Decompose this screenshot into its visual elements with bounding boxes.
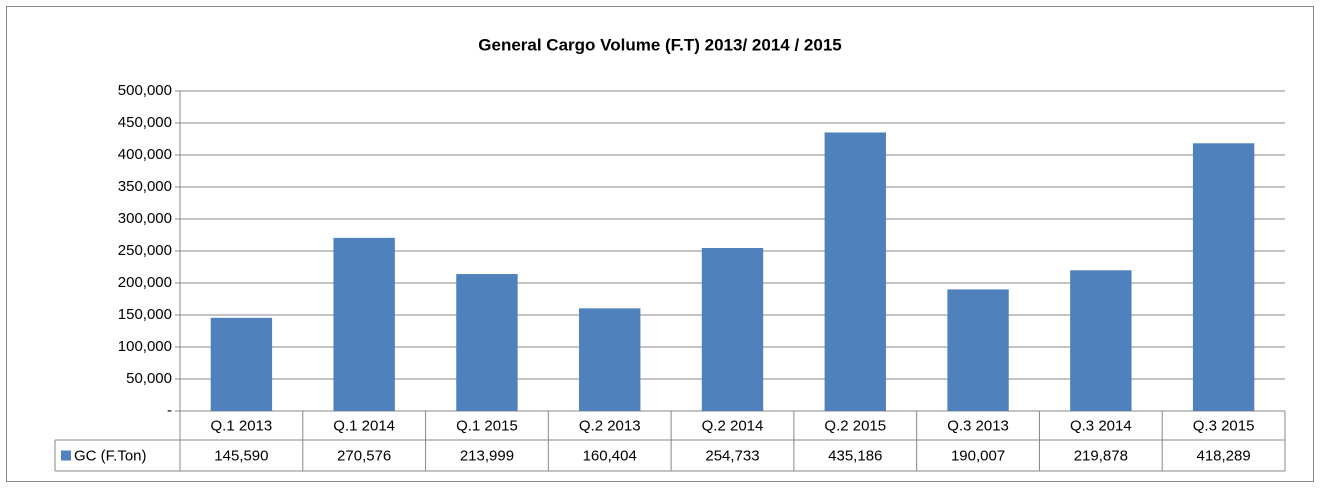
x-tick-label: Q.1 2013	[211, 417, 273, 434]
y-tick-label: -	[167, 402, 172, 419]
x-tick-label: Q.2 2015	[824, 417, 886, 434]
bar	[947, 289, 1009, 411]
bar	[824, 132, 886, 411]
y-tick-label: 450,000	[118, 114, 172, 131]
bar	[456, 274, 518, 411]
data-table-value: 145,590	[214, 447, 268, 464]
x-tick-label: Q.3 2015	[1193, 417, 1255, 434]
y-tick-label: 250,000	[118, 242, 172, 259]
y-tick-label: 100,000	[118, 338, 172, 355]
bar	[1192, 143, 1255, 411]
x-tick-label: Q.3 2013	[947, 417, 1009, 434]
x-tick-label: Q.1 2015	[456, 417, 518, 434]
y-tick-label: 150,000	[118, 306, 172, 323]
y-tick-label: 500,000	[118, 82, 172, 99]
bar	[579, 308, 641, 411]
y-tick-label: 50,000	[126, 370, 172, 387]
y-tick-label: 400,000	[118, 146, 172, 163]
data-table-value: 254,733	[705, 447, 759, 464]
y-tick-label: 300,000	[118, 210, 172, 227]
x-tick-label: Q.2 2013	[579, 417, 641, 434]
data-table-value: 435,186	[828, 447, 882, 464]
chart-title: General Cargo Volume (F.T) 2013/ 2014 / …	[478, 35, 841, 54]
legend-swatch	[61, 450, 71, 461]
x-tick-label: Q.3 2014	[1070, 417, 1132, 434]
bar	[701, 247, 764, 411]
data-table-value: 270,576	[337, 447, 391, 464]
legend-label: GC (F.Ton)	[74, 447, 147, 464]
data-table-value: 213,999	[460, 447, 514, 464]
y-tick-label: 350,000	[118, 178, 172, 195]
y-tick-label: 200,000	[118, 274, 172, 291]
x-tick-label: Q.1 2014	[333, 417, 395, 434]
bar	[333, 237, 395, 411]
data-table-value: 190,007	[951, 447, 1005, 464]
data-table-value: 160,404	[583, 447, 637, 464]
data-table-value: 418,289	[1196, 447, 1250, 464]
data-table-value: 219,878	[1074, 447, 1128, 464]
bar	[210, 317, 273, 411]
x-tick-label: Q.2 2014	[702, 417, 764, 434]
bar	[1070, 270, 1132, 411]
